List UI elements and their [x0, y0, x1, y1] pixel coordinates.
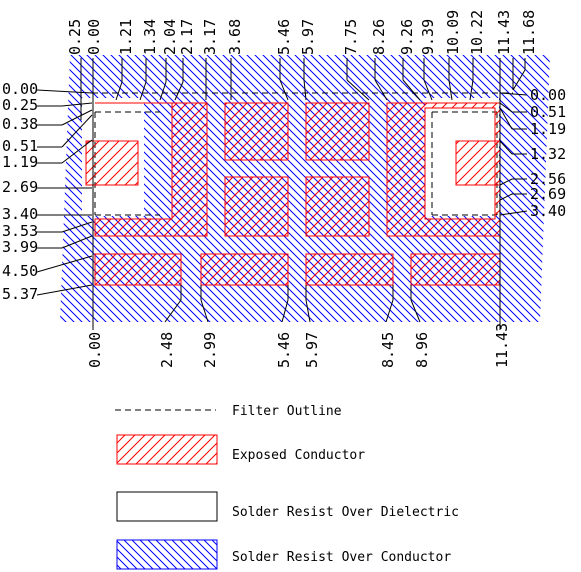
legend-filter-outline-label: Filter Outline [232, 404, 342, 419]
left-dim-5: 1.19 [2, 153, 38, 171]
right-dim-1: 0.00 [530, 86, 566, 104]
pad-bottom-1 [94, 253, 182, 286]
right-dimensions: 0.00 0.51 1.19 1.32 2.56 2.69 3.40 [530, 86, 566, 220]
bottom-dim-3: 2.99 [201, 332, 219, 368]
pad-bottom-3 [305, 253, 394, 286]
conductor-left-l [94, 102, 208, 237]
bottom-dim-1: 0.00 [86, 332, 104, 368]
bottom-dim-4: 5.46 [275, 332, 293, 368]
top-dimensions: 0.25 0.00 1.21 1.34 2.04 2.17 3.17 3.68 … [66, 10, 538, 55]
pad-bottom-2 [200, 253, 289, 286]
top-dim-6: 2.17 [178, 19, 196, 55]
top-dim-2: 0.00 [85, 19, 103, 55]
top-dim-15: 10.09 [444, 10, 462, 55]
left-dim-3: 0.38 [2, 115, 38, 133]
bottom-dim-2: 2.48 [158, 332, 176, 368]
legend-solder-resist-dielectric-label: Solder Resist Over Dielectric [232, 505, 459, 520]
pad-center-tr [305, 102, 370, 161]
top-dim-3: 1.21 [117, 19, 135, 55]
top-dim-4: 1.34 [141, 19, 159, 55]
top-leader-lines [115, 58, 526, 101]
bottom-dimensions: 0.00 2.48 2.99 5.46 5.97 8.45 8.96 11.43 [86, 323, 511, 368]
top-dim-12: 8.26 [370, 19, 388, 55]
right-leader-lines [499, 92, 528, 216]
top-dim-5: 2.04 [161, 19, 179, 55]
left-dim-1: 0.00 [2, 80, 38, 98]
legend-solder-resist-conductor-label: Solder Resist Over Conductor [232, 550, 451, 565]
top-dim-16: 10.22 [468, 10, 486, 55]
left-leader-lines [36, 89, 93, 296]
left-dim-7: 3.40 [2, 205, 38, 223]
bottom-dim-7: 8.96 [413, 332, 431, 368]
left-dim-4: 0.51 [2, 137, 38, 155]
left-dim-9: 3.99 [2, 238, 38, 256]
pad-center-tl [224, 102, 289, 161]
right-dim-2: 0.51 [530, 103, 566, 121]
top-dim-7: 3.17 [201, 19, 219, 55]
top-dim-13: 9.26 [398, 19, 416, 55]
left-dim-10: 4.50 [2, 262, 38, 280]
pad-right-small [455, 140, 501, 186]
bottom-leader-lines [164, 285, 421, 323]
right-dim-4: 1.32 [530, 145, 566, 163]
right-dim-6: 2.69 [530, 185, 566, 203]
right-dim-7: 3.40 [530, 202, 566, 220]
top-dim-1: 0.25 [66, 19, 84, 55]
left-dimensions: 0.00 0.25 0.38 0.51 1.19 2.69 3.40 3.53 … [2, 80, 38, 303]
top-dim-10: 5.97 [299, 19, 317, 55]
pad-center-bl [224, 176, 289, 237]
left-dim-2: 0.25 [2, 96, 38, 114]
left-dim-6: 2.69 [2, 178, 38, 196]
right-dim-3: 1.19 [530, 120, 566, 138]
legend-exposed-conductor-label: Exposed Conductor [232, 448, 365, 463]
bottom-dim-8: 11.43 [493, 323, 511, 368]
left-dim-8: 3.53 [2, 222, 38, 240]
top-dim-11: 7.75 [342, 19, 360, 55]
bottom-dim-6: 8.45 [379, 332, 397, 368]
right-dim-5: 2.56 [530, 170, 566, 188]
exposed-conductors [85, 102, 501, 286]
pad-bottom-4 [410, 253, 501, 286]
top-dim-9: 5.46 [275, 19, 293, 55]
pad-center-br [305, 176, 370, 237]
legend-red-swatch [116, 434, 218, 465]
legend-white-swatch [116, 491, 218, 522]
top-dim-18: 11.68 [520, 10, 538, 55]
legend: Filter Outline Exposed Conductor Solder … [115, 404, 459, 570]
left-dim-11: 5.37 [2, 285, 38, 303]
top-dim-14: 9.39 [419, 19, 437, 55]
pad-left-small [85, 140, 139, 186]
bottom-dim-5: 5.97 [303, 332, 321, 368]
legend-blue-swatch [116, 539, 218, 570]
top-dim-8: 3.68 [226, 19, 244, 55]
top-dim-17: 11.43 [495, 10, 513, 55]
